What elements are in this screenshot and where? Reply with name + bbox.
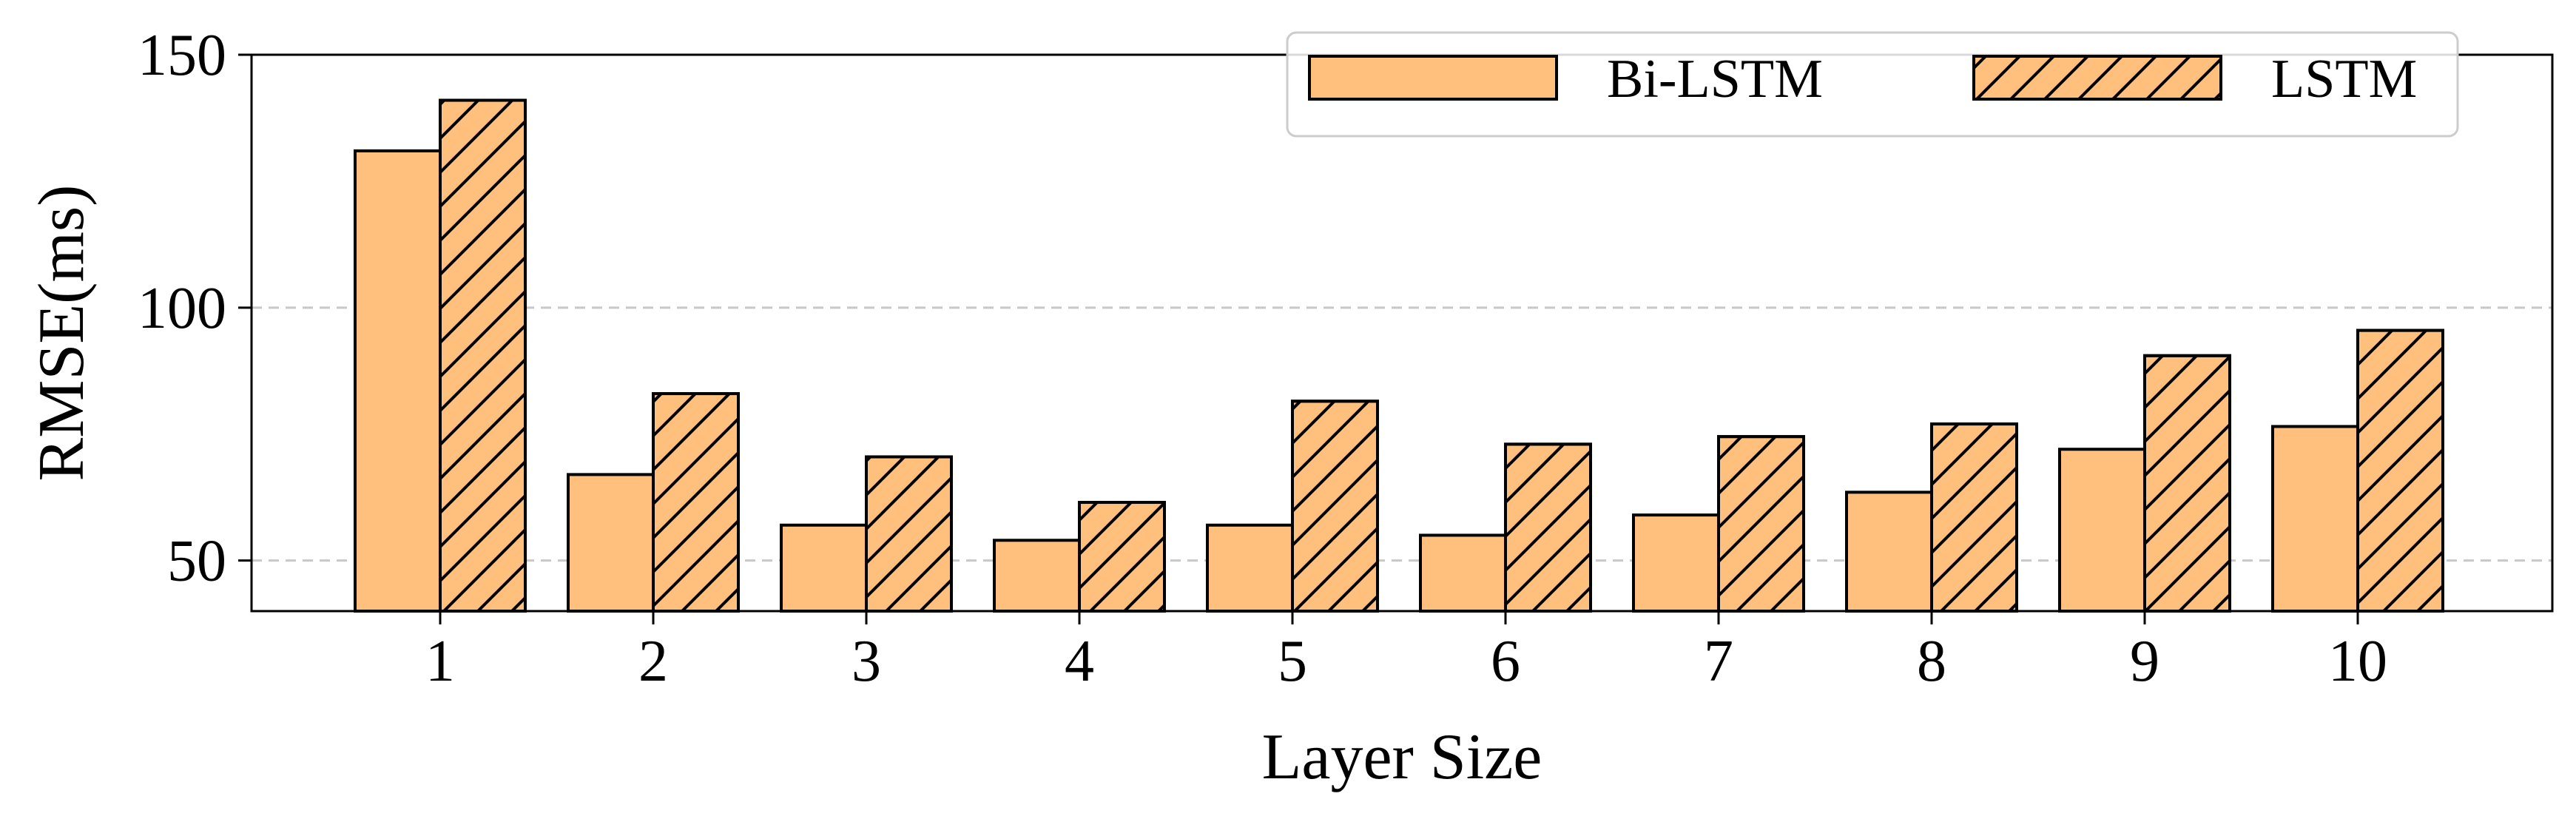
- legend-label: Bi-LSTM: [1607, 49, 1823, 109]
- x-axis-label: Layer Size: [1262, 721, 1542, 793]
- lstm-bar-hatch: [1078, 501, 1166, 613]
- x-tick-label: 8: [1917, 629, 1946, 694]
- lstm-bar-hatch: [1717, 435, 1805, 613]
- bi-lstm-bar: [780, 523, 868, 613]
- lstm-bar-hatch: [652, 392, 740, 613]
- lstm-bar-hatch: [1504, 442, 1592, 613]
- bi-lstm-bar: [1632, 513, 1720, 613]
- y-axis-label: RMSE(ms): [26, 185, 98, 482]
- y-tick-label: 100: [138, 276, 226, 341]
- bi-lstm-bar: [354, 149, 442, 613]
- lstm-bar-hatch: [2356, 328, 2444, 613]
- bi-lstm-bar: [2271, 425, 2359, 613]
- bi-lstm-bar: [1419, 533, 1507, 613]
- x-tick-label: 10: [2328, 629, 2387, 694]
- bi-lstm-bar: [1845, 491, 1933, 613]
- bi-lstm-bar: [993, 539, 1081, 613]
- bi-lstm-bar: [1206, 523, 1294, 613]
- x-tick-label: 2: [638, 629, 668, 694]
- legend-swatch: [1308, 55, 1558, 101]
- x-tick-label: 9: [2130, 629, 2159, 694]
- legend-label: LSTM: [2271, 49, 2417, 109]
- x-axis: 1 2 3 4 5 6 7 8 9 10: [425, 611, 2387, 694]
- y-tick-label: 150: [138, 23, 226, 88]
- y-axis: 50 100 150: [138, 23, 252, 594]
- x-tick-label: 7: [1704, 629, 1733, 694]
- legend: Bi-LSTM LSTM: [1286, 31, 2459, 138]
- legend-swatch-hatch: [1972, 55, 2222, 101]
- bi-lstm-bar: [567, 473, 655, 613]
- x-tick-label: 1: [425, 629, 455, 694]
- lstm-bar-hatch: [1930, 422, 2018, 613]
- lstm-bar-hatch: [1291, 400, 1379, 613]
- y-tick-label: 50: [167, 529, 226, 594]
- lstm-bar-hatch: [2143, 354, 2231, 613]
- x-tick-label: 3: [852, 629, 881, 694]
- bi-lstm-bar: [2058, 448, 2146, 613]
- x-tick-label: 6: [1491, 629, 1520, 694]
- x-tick-label: 4: [1065, 629, 1094, 694]
- x-tick-label: 5: [1278, 629, 1307, 694]
- lstm-bar-hatch: [439, 98, 527, 613]
- bars: [354, 98, 2444, 613]
- lstm-bar-hatch: [865, 455, 953, 613]
